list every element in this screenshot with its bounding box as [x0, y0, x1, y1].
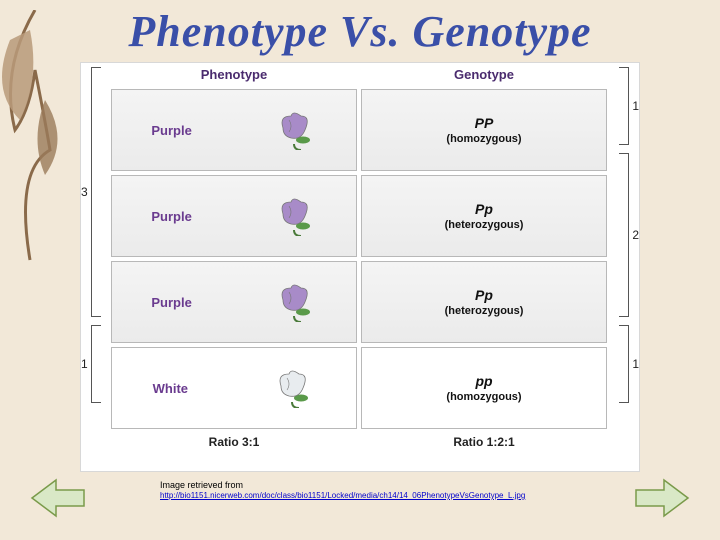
bracket-count: 1 [632, 357, 639, 371]
ratio-left: Ratio 3:1 [109, 431, 359, 455]
bracket-count: 1 [632, 99, 639, 113]
pheno-geno-diagram: Phenotype Genotype PurplePP(homozygous)P… [80, 62, 640, 472]
flower-icon [269, 368, 315, 408]
phenotype-label: Purple [151, 123, 191, 138]
table-row: Purple PP(homozygous) [81, 87, 639, 173]
bracket-count: 2 [632, 228, 639, 242]
flower-icon [271, 110, 317, 150]
flower-icon [271, 196, 317, 236]
phenotype-label: White [153, 381, 188, 396]
column-headers: Phenotype Genotype [81, 63, 639, 87]
header-genotype: Genotype [359, 63, 609, 87]
slide-title: Phenotype Vs. Genotype [0, 6, 720, 57]
genotype-cell: pp(homozygous) [361, 347, 607, 429]
genotype-label: PP(homozygous) [446, 115, 521, 145]
flower-icon [271, 282, 317, 322]
left-bracket [91, 325, 101, 403]
right-bracket [619, 153, 629, 317]
ratio-right: Ratio 1:2:1 [359, 431, 609, 455]
phenotype-cell: Purple [111, 175, 357, 257]
phenotype-label: Purple [151, 209, 191, 224]
genotype-label: Pp(heterozygous) [445, 287, 524, 317]
phenotype-label: Purple [151, 295, 191, 310]
bracket-count: 3 [81, 185, 88, 199]
caption-prefix: Image retrieved from [160, 480, 243, 490]
left-bracket [91, 67, 101, 317]
phenotype-cell: Purple [111, 89, 357, 171]
caption-link[interactable]: http://bio1151.nicerweb.com/doc/class/bi… [160, 491, 525, 500]
bracket-count: 1 [81, 357, 88, 371]
phenotype-cell: Purple [111, 261, 357, 343]
table-row: White pp(homozygous) [81, 345, 639, 431]
genotype-cell: PP(homozygous) [361, 89, 607, 171]
prev-arrow-button[interactable] [30, 478, 86, 518]
diagram-rows: Purple PP(homozygous) Purple Pp(heterozygou… [81, 87, 639, 431]
next-arrow-button[interactable] [634, 478, 690, 518]
genotype-cell: Pp(heterozygous) [361, 261, 607, 343]
table-row: Purple Pp(heterozygous) [81, 173, 639, 259]
header-phenotype: Phenotype [109, 63, 359, 87]
table-row: Purple Pp(heterozygous) [81, 259, 639, 345]
genotype-label: Pp(heterozygous) [445, 201, 524, 231]
genotype-cell: Pp(heterozygous) [361, 175, 607, 257]
right-bracket [619, 325, 629, 403]
genotype-label: pp(homozygous) [446, 373, 521, 403]
ratio-row: Ratio 3:1 Ratio 1:2:1 [81, 431, 639, 455]
image-caption: Image retrieved from http://bio1151.nice… [160, 480, 660, 500]
phenotype-cell: White [111, 347, 357, 429]
right-bracket [619, 67, 629, 145]
